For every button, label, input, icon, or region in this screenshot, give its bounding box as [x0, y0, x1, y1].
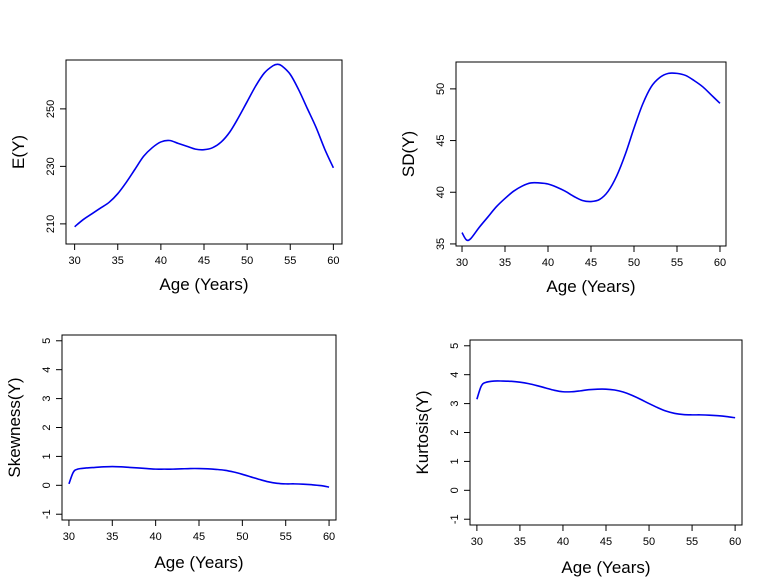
series-line [68, 465, 330, 488]
x-tick-label: 30 [69, 255, 81, 267]
y-tick-label: 1 [449, 458, 461, 464]
y-tick-label: 50 [435, 83, 447, 95]
x-tick-label: 55 [686, 536, 698, 548]
y-tick-label: 45 [435, 134, 447, 146]
series-line [461, 72, 721, 242]
y-tick-label: 40 [435, 186, 447, 198]
panel-expected-value: 30 35 40 45 50 55 60 210 230 250 Age (Years) E(Y) [9, 59, 343, 294]
y-tick-label: 5 [41, 338, 53, 344]
x-tick-label: 50 [241, 255, 253, 267]
x-tick-label: 40 [542, 257, 554, 269]
x-tick-label: 30 [471, 536, 483, 548]
x-tick-label: 50 [628, 257, 640, 269]
x-tick-label: 50 [236, 531, 248, 543]
x-tick-label: 55 [284, 255, 296, 267]
x-tick-label: 35 [514, 536, 526, 548]
y-tick-label: 2 [449, 429, 461, 435]
plot-frame [469, 339, 743, 526]
y-tick-label: 0 [449, 487, 461, 493]
plot-frame [65, 59, 343, 245]
x-tick-label: 30 [456, 257, 468, 269]
y-tick-label: 4 [41, 367, 53, 373]
x-tick-label: 45 [198, 255, 210, 267]
y-tick-label: 230 [45, 157, 57, 175]
y-tick-label: 210 [45, 215, 57, 233]
x-tick-label: 40 [150, 531, 162, 543]
y-tick-label: 250 [45, 100, 57, 118]
y-axis-title: Skewness(Y) [5, 377, 24, 477]
x-axis-title: Age (Years) [561, 558, 650, 577]
x-tick-label: 50 [643, 536, 655, 548]
x-tick-label: 35 [106, 531, 118, 543]
x-tick-label: 60 [729, 536, 741, 548]
x-tick-label: 60 [714, 257, 726, 269]
x-tick-label: 45 [600, 536, 612, 548]
x-tick-label: 35 [112, 255, 124, 267]
y-tick-label: 35 [435, 238, 447, 250]
panel-standard-deviation: 30 35 40 45 50 55 60 35 40 45 50 Age (Years) SD(Y) [399, 61, 727, 296]
y-tick-label: 4 [449, 372, 461, 378]
series-line [74, 63, 335, 228]
y-axis-title: SD(Y) [399, 131, 418, 177]
y-tick-label: -1 [449, 514, 461, 524]
x-tick-label: 40 [155, 255, 167, 267]
plot-frame [455, 61, 727, 247]
x-tick-label: 60 [327, 255, 339, 267]
x-axis-title: Age (Years) [159, 275, 248, 294]
x-tick-label: 40 [557, 536, 569, 548]
y-tick-label: 3 [449, 401, 461, 407]
x-tick-label: 55 [671, 257, 683, 269]
y-axis-title: Kurtosis(Y) [413, 390, 432, 474]
y-tick-label: 3 [41, 396, 53, 402]
x-tick-label: 45 [585, 257, 597, 269]
y-tick-label: 1 [41, 453, 53, 459]
x-axis-title: Age (Years) [546, 277, 635, 296]
plot-frame [61, 334, 337, 521]
x-tick-label: 60 [323, 531, 335, 543]
series-line [476, 380, 736, 419]
y-tick-label: -1 [41, 509, 53, 519]
y-tick-label: 5 [449, 343, 461, 349]
y-tick-label: 0 [41, 482, 53, 488]
x-tick-label: 35 [499, 257, 511, 269]
x-tick-label: 45 [193, 531, 205, 543]
x-tick-label: 30 [63, 531, 75, 543]
x-tick-label: 55 [280, 531, 292, 543]
x-axis-title: Age (Years) [154, 553, 243, 572]
y-axis-title: E(Y) [9, 135, 28, 169]
y-tick-label: 2 [41, 424, 53, 430]
